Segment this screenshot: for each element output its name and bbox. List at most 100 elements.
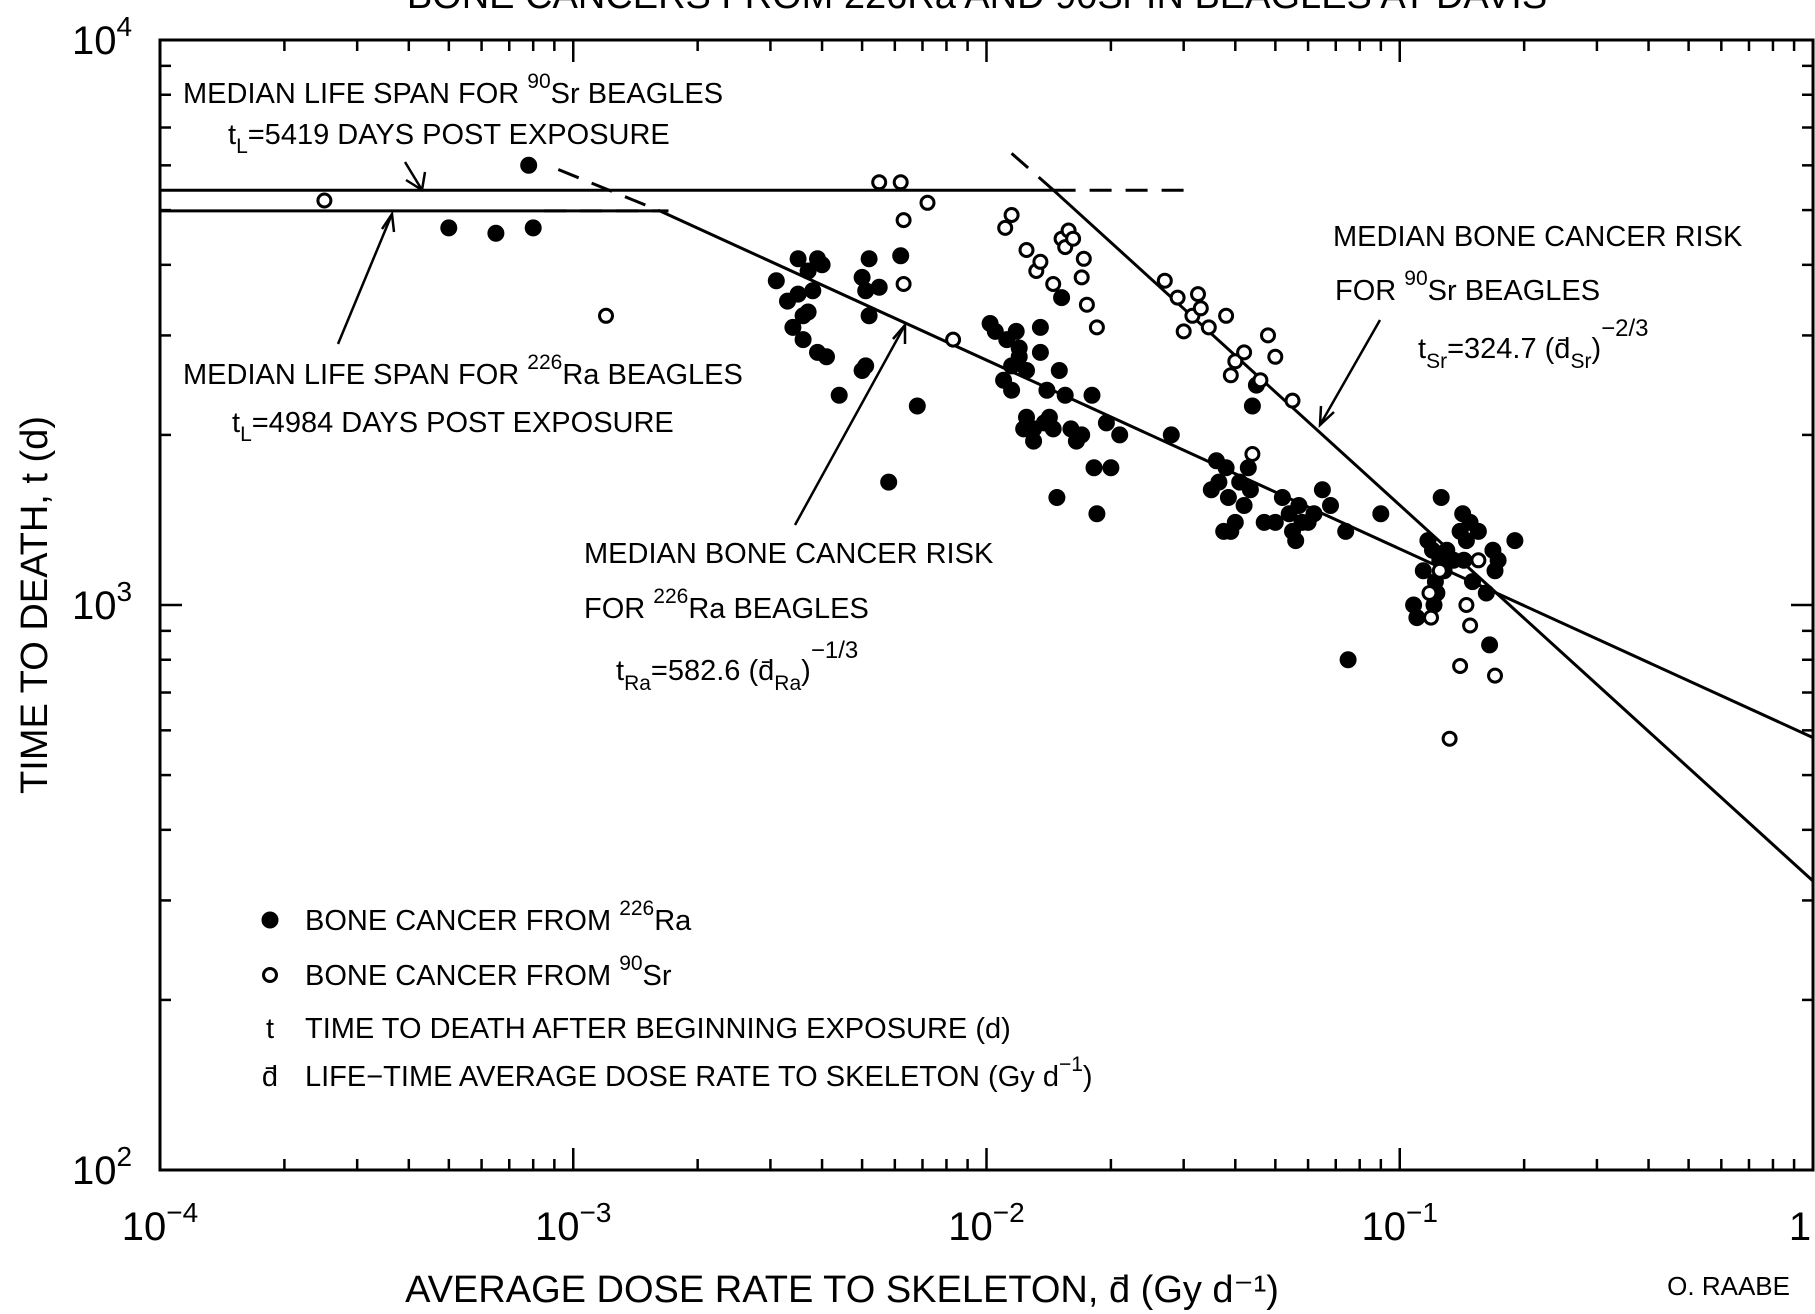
fit-lines	[160, 152, 1815, 883]
ra-data-point	[1414, 562, 1432, 580]
ra-data-point	[830, 386, 848, 404]
fit-line	[557, 168, 661, 213]
author-credit: O. RAABE	[1667, 1271, 1790, 1301]
sr-data-point	[1458, 597, 1475, 613]
legend-symbol-open	[262, 967, 278, 983]
y-axis-title: TIME TO DEATH, t (d)	[14, 416, 56, 794]
ra-data-point	[1210, 473, 1228, 491]
ra-data-point	[860, 307, 878, 325]
ra-data-point	[1464, 573, 1481, 591]
x-axis-title: AVERAGE DOSE RATE TO SKELETON, d̄ (Gy d⁻…	[405, 1269, 1279, 1311]
ra-data-point	[860, 250, 878, 268]
annotation-ra-lifespan-line2: tL=4984 DAYS POST EXPOSURE	[232, 407, 674, 446]
ra-data-point	[1053, 289, 1071, 307]
y-tick-labels: 102 103 104	[72, 11, 132, 1193]
ra-data-point	[1241, 481, 1259, 499]
sr-data-point	[1175, 323, 1192, 340]
fit-line	[659, 209, 1814, 739]
ra-data-point	[1085, 459, 1103, 477]
ra-data-point	[1266, 513, 1284, 531]
ra-data-point	[1219, 489, 1237, 506]
ra-data-point	[789, 250, 807, 268]
sr-data-point	[1260, 327, 1276, 344]
sr-data-point	[895, 212, 912, 229]
ra-data-point	[1010, 339, 1028, 357]
sr-data-point	[1252, 372, 1269, 389]
arrowhead-sr-lifespan	[405, 171, 427, 193]
ra-data-point	[1243, 397, 1261, 415]
x-tick-label: 10−4	[122, 1197, 198, 1249]
ra-data-point	[487, 224, 505, 242]
y-tick-label: 102	[72, 1141, 132, 1193]
ra-data-point	[1489, 551, 1507, 569]
ra-data-point	[1457, 532, 1475, 550]
sr-data-point	[1487, 667, 1503, 684]
sr-data-point	[1470, 552, 1487, 569]
legend-label: LIFE−TIME AVERAGE DOSE RATE TO SKELETON …	[305, 1053, 1093, 1093]
ra-data-point	[1235, 497, 1253, 514]
ra-data-point	[1287, 532, 1305, 550]
ra-data-point	[804, 282, 822, 300]
sr-data-point	[1236, 344, 1253, 361]
ra-data-point	[520, 156, 538, 174]
annotation-sr-risk: MEDIAN BONE CANCER RISK FOR 90Sr BEAGLES…	[1333, 221, 1743, 373]
legend-label: BONE CANCER FROM 90Sr	[305, 952, 672, 992]
sr-data-point	[1431, 562, 1448, 579]
arrowhead-ra-lifespan	[380, 210, 396, 233]
ra-data-point	[892, 247, 910, 265]
y-tick-label: 103	[72, 576, 132, 628]
ra-data-point	[1506, 532, 1524, 550]
ra-data-point	[870, 278, 888, 296]
ra-data-point	[986, 322, 1004, 340]
ra-data-point	[1102, 459, 1120, 477]
sr-data-point	[1156, 272, 1173, 289]
sr-data-point	[1032, 253, 1049, 270]
ra-data-point	[818, 348, 835, 366]
annotation-sr-risk-equation: tSr=324.7 (d̄Sr)−2/3	[1418, 315, 1649, 373]
ra-data-point	[789, 285, 807, 303]
fit-line	[1010, 152, 1055, 192]
sr-data-point	[997, 219, 1014, 236]
ra-data-point	[1056, 386, 1074, 404]
sr-data-point	[1078, 296, 1095, 313]
ra-data-point	[1408, 609, 1426, 627]
annotation-sr-lifespan-line2: tL=5419 DAYS POST EXPOSURE	[228, 119, 670, 158]
ra-data-point	[1273, 489, 1291, 506]
ra-data-point	[1083, 386, 1101, 404]
arrow-ra-risk	[793, 324, 907, 526]
ra-data-point	[1031, 343, 1049, 361]
ra-data-point	[1239, 459, 1257, 477]
ra-data-point	[1226, 513, 1244, 531]
x-tick-label: 10−2	[948, 1197, 1024, 1249]
annotation-ra-risk: MEDIAN BONE CANCER RISK FOR 226Ra BEAGLE…	[584, 538, 994, 695]
ra-data-point	[1038, 381, 1056, 399]
legend: BONE CANCER FROM 226Ra BONE CANCER FROM 9…	[261, 897, 1093, 1093]
sr-data-point	[1267, 348, 1284, 365]
annotation-ra-risk-line2: FOR 226Ra BEAGLES	[584, 585, 869, 625]
sr-data-point	[945, 331, 962, 348]
sr-data-point	[1284, 392, 1301, 409]
sr-data-point	[1423, 609, 1439, 626]
ra-data-point	[1050, 362, 1068, 379]
arrowhead-sr-risk	[1318, 405, 1335, 429]
sr-data-point	[1075, 250, 1092, 267]
ra-data-point	[1048, 489, 1066, 506]
legend-label: TIME TO DEATH AFTER BEGINNING EXPOSURE (…	[305, 1013, 1011, 1045]
ra-data-point	[767, 272, 785, 290]
ra-data-point	[1162, 426, 1180, 444]
ra-data-point	[1313, 481, 1331, 499]
ra-data-point	[1097, 414, 1115, 432]
y-tick-label: 104	[72, 11, 132, 63]
sr-data-point	[1421, 585, 1438, 601]
sr-data-point	[871, 174, 888, 191]
ra-data-point	[799, 303, 817, 321]
ra-data-point	[1372, 505, 1390, 523]
sr-data-point	[1244, 446, 1261, 462]
sr-data-point	[1190, 286, 1206, 303]
sr-data-point	[1073, 269, 1090, 286]
sr-data-point	[316, 192, 333, 209]
sr-data-point	[892, 174, 909, 191]
ra-data-point	[857, 357, 875, 375]
sr-data-point	[1018, 242, 1035, 258]
sr-data-point	[1045, 276, 1062, 292]
